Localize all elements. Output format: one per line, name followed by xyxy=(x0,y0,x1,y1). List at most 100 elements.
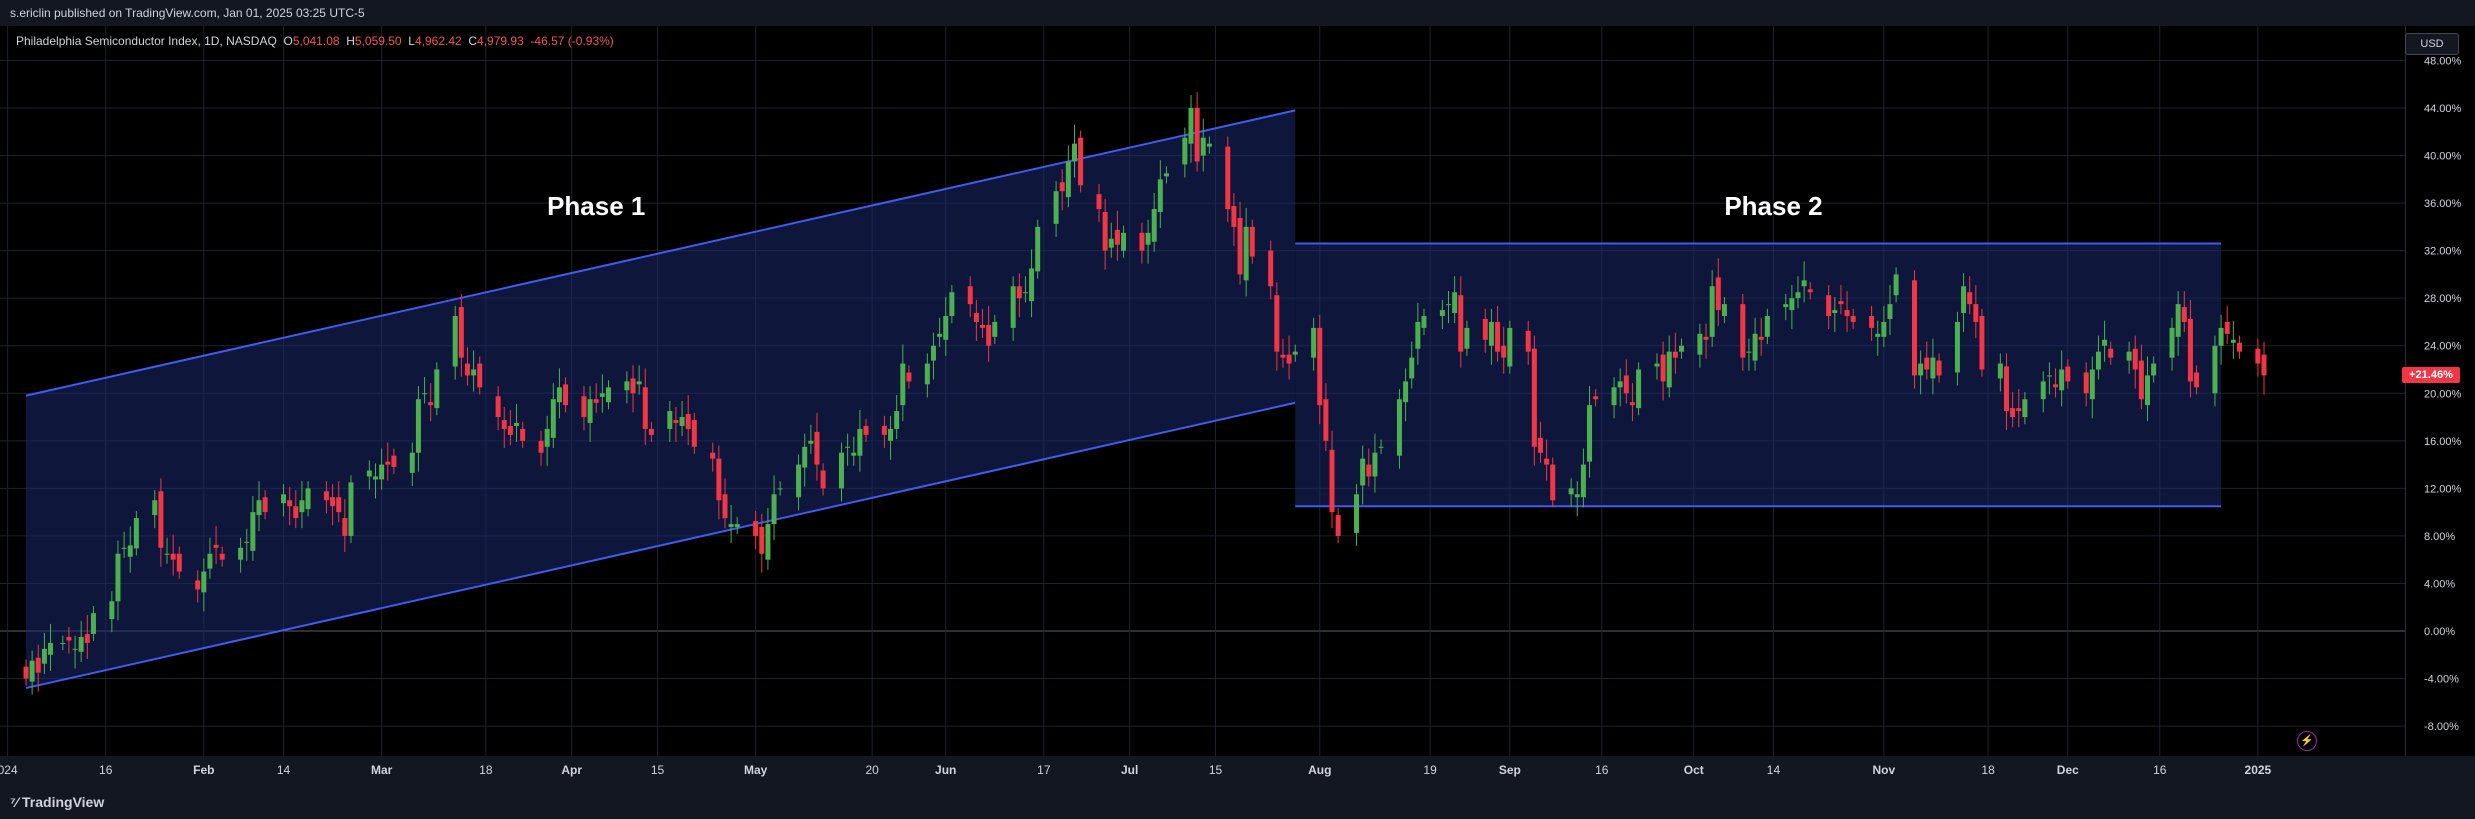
candle-body xyxy=(544,428,550,447)
time-tick-label: Apr xyxy=(561,763,582,777)
candle-body xyxy=(802,446,808,468)
candle-body xyxy=(415,399,421,453)
candle-body xyxy=(967,286,973,305)
candle-body xyxy=(1954,321,1960,373)
candle-body xyxy=(372,476,378,480)
time-tick-label: 16 xyxy=(2153,763,2167,777)
open-value: 5,041.08 xyxy=(292,34,340,48)
candle-body xyxy=(244,541,250,543)
candle-body xyxy=(906,372,912,382)
time-tick-label: Sep xyxy=(1499,763,1521,777)
candle-body xyxy=(734,524,740,527)
price-tick-label: 28.00% xyxy=(2424,293,2462,305)
change-value: -46.57 (-0.93%) xyxy=(530,34,614,48)
candle-body xyxy=(1783,304,1789,308)
published-caption: s.ericlin published on TradingView.com, … xyxy=(10,6,365,20)
candle-body xyxy=(943,316,949,340)
candle-body xyxy=(84,633,90,643)
candle-body xyxy=(2046,375,2052,377)
candle-body xyxy=(1930,357,1936,379)
candle-body xyxy=(538,440,544,453)
candle-body xyxy=(1936,360,1942,376)
price-tick-label: 32.00% xyxy=(2424,246,2462,258)
candle-body xyxy=(759,526,765,554)
time-tick-label: 16 xyxy=(1595,763,1609,777)
candle-body xyxy=(1323,399,1329,441)
candle-body xyxy=(1360,458,1366,486)
candle-body xyxy=(722,494,728,519)
candle-body xyxy=(1660,354,1666,382)
candle-body xyxy=(1826,295,1832,317)
candle-body xyxy=(1850,316,1856,322)
candle-body xyxy=(599,393,605,397)
price-tick-label: 4.00% xyxy=(2424,578,2455,590)
lightning-icon[interactable]: ⚡ xyxy=(2297,731,2317,751)
candle-body xyxy=(1961,286,1967,314)
candle-body xyxy=(434,369,440,409)
candle-body xyxy=(838,452,844,489)
time-tick-label: Jun xyxy=(935,763,956,777)
time-tick-label: 15 xyxy=(1209,763,1223,777)
candle-body xyxy=(2059,369,2065,391)
top-bar: s.ericlin published on TradingView.com, … xyxy=(0,0,2475,26)
candle-body xyxy=(1789,298,1795,311)
candle-body xyxy=(642,387,648,429)
currency-button[interactable]: USD xyxy=(2405,33,2459,55)
symbol-name: Philadelphia Semiconductor Index, 1D, NA… xyxy=(16,34,277,48)
time-tick-label: Dec xyxy=(2057,763,2079,777)
candle-body xyxy=(201,571,207,593)
candle-body xyxy=(1482,318,1488,340)
candle-body xyxy=(771,494,777,525)
candle-body xyxy=(949,292,955,317)
candle-body xyxy=(2151,363,2157,376)
candle-body xyxy=(1654,363,1660,367)
price-axis[interactable] xyxy=(2405,26,2475,756)
candle-body xyxy=(1102,212,1108,251)
candle-body xyxy=(41,648,47,664)
candle-body xyxy=(1452,292,1458,314)
candle-body xyxy=(1997,363,2003,379)
time-tick-label: 16 xyxy=(99,763,113,777)
candle-body xyxy=(1795,292,1801,299)
candle-body xyxy=(1587,405,1593,462)
candle-body xyxy=(323,491,329,501)
candle-body xyxy=(250,512,256,551)
candle-body xyxy=(2175,304,2181,337)
candle-body xyxy=(2236,342,2242,352)
high-value: 5,059.50 xyxy=(354,34,402,48)
candle-body xyxy=(514,422,520,426)
candle-body xyxy=(109,601,115,620)
candle-body xyxy=(1065,161,1071,198)
candle-body xyxy=(691,420,697,447)
candle-body xyxy=(563,384,569,406)
candle-body xyxy=(2181,307,2187,322)
candle-body xyxy=(930,345,936,361)
candle-body xyxy=(888,428,894,441)
candle-body xyxy=(1918,363,1924,376)
candle-body xyxy=(2003,366,2009,412)
candle-body xyxy=(636,381,642,385)
candle-body xyxy=(648,428,654,435)
candle-body xyxy=(2132,348,2138,370)
candle-body xyxy=(1636,369,1642,409)
candle-body xyxy=(1758,336,1764,340)
candle-body xyxy=(630,378,636,394)
time-tick-label: Feb xyxy=(193,763,214,777)
candle-body xyxy=(1029,268,1035,302)
candle-body xyxy=(1495,321,1501,352)
candle-body xyxy=(428,402,434,406)
candle-body xyxy=(1838,301,1844,305)
time-tick-label: Nov xyxy=(1873,763,1896,777)
candle-body xyxy=(881,425,887,435)
time-tick-label: 17 xyxy=(1037,763,1051,777)
phase1-lower-line xyxy=(25,401,1296,690)
candle-body xyxy=(1108,238,1114,248)
candle-body xyxy=(1163,173,1169,177)
time-tick-label: 20 xyxy=(865,763,879,777)
candle-body xyxy=(2065,366,2071,382)
candle-body xyxy=(685,414,691,429)
phase-label: Phase 1 xyxy=(547,191,645,221)
candle-body xyxy=(716,458,722,501)
candle-body xyxy=(127,545,133,557)
